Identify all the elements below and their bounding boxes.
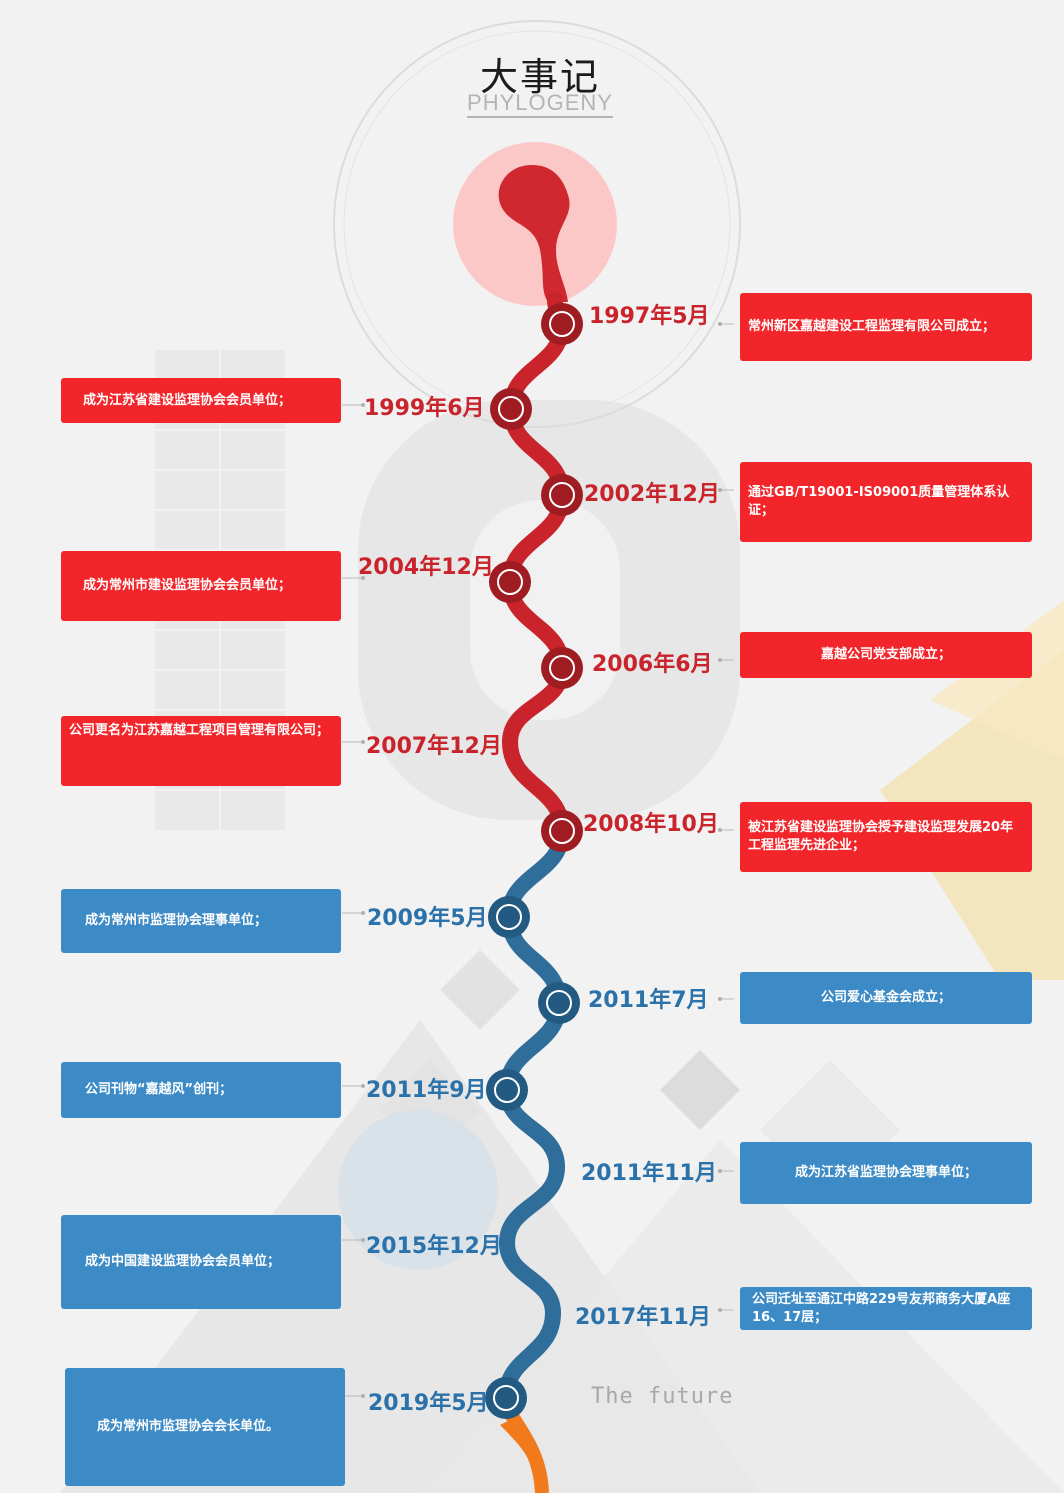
connector-dot-7: [718, 828, 722, 832]
timeline-node-7: [541, 810, 583, 852]
header-outer-ring: [333, 20, 741, 428]
event-date-10: 2011年9月: [366, 1078, 487, 1103]
timeline-node-3: [541, 474, 583, 516]
event-box-9: 公司爱心基金会成立；: [740, 972, 1032, 1024]
connector-dot-2: [361, 403, 365, 407]
event-box-11: 成为江苏省监理协会理事单位；: [740, 1142, 1032, 1204]
event-date-14: 2019年5月: [368, 1391, 489, 1416]
event-date-5: 2006年6月: [592, 652, 713, 677]
event-box-3: 通过GB/T19001-IS09001质量管理体系认证；: [740, 462, 1032, 542]
event-box-4: 成为常州市建设监理协会会员单位；: [61, 551, 341, 621]
timeline-nodes: [485, 303, 583, 1419]
timeline-drop-head: [498, 165, 570, 302]
header-inner-ring: [343, 30, 731, 418]
connector-dot-13: [718, 1308, 722, 1312]
timeline-node-14: [485, 1377, 527, 1419]
event-date-7: 2008年10月: [583, 812, 719, 837]
event-date-12: 2015年12月: [366, 1234, 502, 1259]
timeline-node-4: [489, 561, 531, 603]
connector-dot-5: [718, 658, 722, 662]
connector-dot-11: [718, 1169, 722, 1173]
connector-dot-9: [718, 997, 722, 1001]
event-box-8: 成为常州市监理协会理事单位；: [61, 889, 341, 953]
event-box-2: 成为江苏省建设监理协会会员单位；: [61, 378, 341, 423]
timeline-node-10: [486, 1069, 528, 1111]
connector-dot-6: [361, 740, 365, 744]
connector-dot-3: [718, 488, 722, 492]
event-box-7: 被江苏省建设监理协会授予建设监理发展20年工程监理先进企业；: [740, 802, 1032, 872]
connector-dot-14: [361, 1394, 365, 1398]
event-box-5: 嘉越公司党支部成立；: [740, 632, 1032, 678]
event-date-13: 2017年11月: [575, 1305, 711, 1330]
timeline-node-5: [541, 647, 583, 689]
page-subtitle-text: PHYLOGENY: [467, 90, 613, 118]
event-date-3: 2002年12月: [584, 482, 720, 507]
connector-dot-8: [361, 911, 365, 915]
event-box-13: 公司迁址至通江中路229号友邦商务大厦A座16、17层；: [740, 1287, 1032, 1330]
event-date-2: 1999年6月: [364, 396, 485, 421]
event-box-10: 公司刊物“嘉越风”创刊；: [61, 1062, 341, 1118]
connector-dot-10: [361, 1084, 365, 1088]
event-box-14: 成为常州市监理协会会长单位。: [65, 1368, 345, 1486]
connector-dot-1: [718, 322, 722, 326]
timeline-segment-12: [499, 1159, 565, 1251]
event-date-8: 2009年5月: [367, 906, 488, 931]
event-box-6: 公司更名为江苏嘉越工程项目管理有限公司；: [61, 716, 341, 786]
timeline-connectors: [342, 322, 734, 1398]
timeline-node-9: [538, 982, 580, 1024]
future-label: The future: [591, 1384, 734, 1409]
page-subtitle: PHYLOGENY: [0, 90, 1064, 118]
event-box-12: 成为中国建设监理协会会员单位；: [61, 1215, 341, 1309]
connector-dot-12: [361, 1238, 365, 1242]
event-date-9: 2011年7月: [588, 988, 709, 1013]
timeline-node-2: [490, 388, 532, 430]
event-date-4: 2004年12月: [358, 555, 494, 580]
event-date-11: 2011年11月: [581, 1161, 717, 1186]
event-date-1: 1997年5月: [589, 304, 710, 329]
event-box-1: 常州新区嘉越建设工程监理有限公司成立；: [740, 293, 1032, 361]
timeline-node-8: [488, 896, 530, 938]
event-date-6: 2007年12月: [366, 734, 502, 759]
connector-dot-4: [361, 576, 365, 580]
timeline-node-1: [541, 303, 583, 345]
timeline-segment-13: [499, 1235, 561, 1321]
page-title: 大事记: [479, 55, 600, 99]
